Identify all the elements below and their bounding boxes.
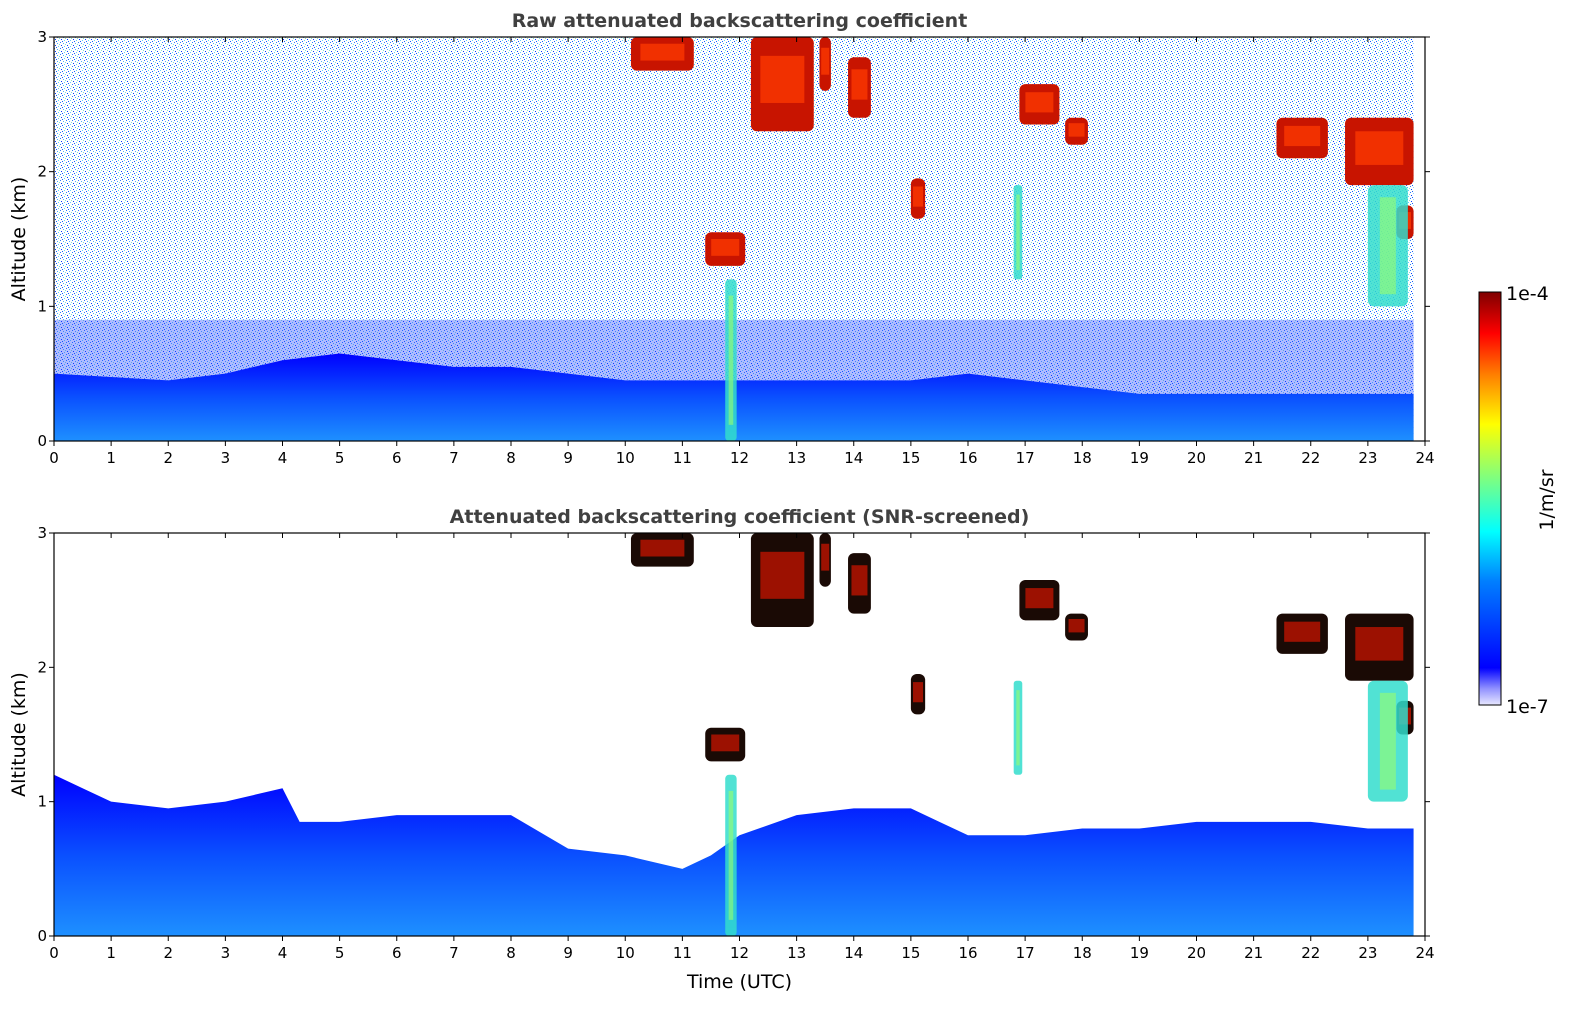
cloud-feature [705, 232, 746, 266]
x-tick-label: 23 [1358, 944, 1377, 962]
cloud-feature [630, 37, 694, 71]
cloud-feature [1276, 117, 1328, 159]
x-tick-label: 9 [563, 449, 573, 467]
cloud-feature [1345, 117, 1414, 186]
x-tick-label: 20 [1187, 944, 1206, 962]
cloud-feature [1065, 117, 1088, 145]
x-tick-label: 5 [335, 944, 345, 962]
cloud-feature [725, 774, 737, 936]
cloud-feature [1013, 185, 1023, 280]
cloud-feature [1019, 580, 1060, 621]
cloud-feature [1276, 613, 1328, 654]
x-tick-label: 24 [1415, 944, 1434, 962]
x-tick-label: 11 [673, 449, 692, 467]
chart-title: Attenuated backscattering coefficient (S… [450, 506, 1030, 528]
x-tick-label: 18 [1073, 944, 1092, 962]
x-tick-label: 3 [221, 944, 231, 962]
colorbar-min-label: 1e-7 [1506, 696, 1549, 718]
y-tick-label: 2 [37, 163, 47, 181]
x-tick-label: 6 [392, 449, 402, 467]
colorbar-max-label: 1e-4 [1506, 283, 1549, 305]
x-tick-label: 8 [506, 944, 516, 962]
cloud-feature [725, 279, 737, 441]
cloud-feature [848, 57, 871, 118]
cloud-feature [1345, 613, 1414, 681]
y-tick-label: 3 [37, 524, 47, 542]
x-tick-label: 1 [106, 449, 116, 467]
y-axis-label: Altitude (km) [8, 177, 30, 302]
x-tick-label: 16 [958, 944, 977, 962]
x-tick-label: 0 [49, 944, 59, 962]
x-tick-label: 23 [1358, 449, 1377, 467]
x-tick-label: 21 [1244, 944, 1263, 962]
cloud-feature [910, 178, 926, 219]
x-tick-label: 2 [163, 944, 173, 962]
cloud-feature [819, 37, 831, 91]
cloud-feature [848, 553, 871, 614]
cloud-feature [750, 533, 814, 628]
x-tick-label: 19 [1130, 944, 1149, 962]
cloud-feature [1065, 613, 1088, 641]
x-tick-label: 5 [335, 449, 345, 467]
x-tick-label: 13 [787, 449, 806, 467]
y-tick-label: 2 [37, 658, 47, 676]
x-tick-label: 12 [730, 449, 749, 467]
x-tick-label: 7 [449, 944, 459, 962]
cloud-feature [1013, 680, 1023, 775]
colorbar-gradient [1478, 291, 1502, 706]
colorbar: 1e-4 1e-7 1/m/sr [1478, 283, 1558, 718]
x-axis-label: Time (UTC) [686, 971, 792, 993]
x-tick-label: 17 [1016, 449, 1035, 467]
heatmap-area [54, 37, 1425, 441]
x-tick-label: 4 [278, 449, 288, 467]
y-axis-label: Altitude (km) [8, 672, 30, 797]
x-tick-label: 11 [673, 944, 692, 962]
x-tick-label: 16 [958, 449, 977, 467]
x-tick-label: 13 [787, 944, 806, 962]
x-tick-label: 7 [449, 449, 459, 467]
x-tick-label: 24 [1415, 449, 1434, 467]
x-tick-label: 2 [163, 449, 173, 467]
x-tick-label: 12 [730, 944, 749, 962]
chart-title: Raw attenuated backscattering coefficien… [512, 10, 968, 32]
panel-2: Attenuated backscattering coefficient (S… [8, 506, 1435, 993]
x-tick-label: 10 [616, 944, 635, 962]
x-tick-label: 15 [901, 449, 920, 467]
cloud-feature [1367, 680, 1408, 802]
x-tick-label: 18 [1073, 449, 1092, 467]
panel-1: Raw attenuated backscattering coefficien… [8, 10, 1435, 467]
cloud-feature [705, 727, 746, 762]
cloud-feature [1367, 185, 1408, 307]
y-tick-label: 0 [37, 927, 47, 945]
x-tick-label: 20 [1187, 449, 1206, 467]
cloud-feature [630, 533, 694, 567]
x-tick-label: 14 [844, 449, 863, 467]
cloud-feature [819, 533, 831, 587]
cloud-feature [1019, 84, 1060, 125]
x-tick-label: 6 [392, 944, 402, 962]
x-tick-label: 21 [1244, 449, 1263, 467]
x-tick-label: 1 [106, 944, 116, 962]
x-tick-label: 8 [506, 449, 516, 467]
cloud-feature [750, 37, 814, 132]
x-tick-label: 4 [278, 944, 288, 962]
x-tick-label: 17 [1016, 944, 1035, 962]
y-tick-label: 1 [37, 793, 47, 811]
y-tick-label: 1 [37, 297, 47, 315]
colorbar-unit-label: 1/m/sr [1536, 469, 1558, 530]
x-tick-label: 22 [1301, 449, 1320, 467]
x-tick-label: 14 [844, 944, 863, 962]
y-tick-label: 3 [37, 28, 47, 46]
cloud-feature [910, 674, 926, 715]
x-tick-label: 0 [49, 449, 59, 467]
x-tick-label: 9 [563, 944, 573, 962]
heatmap-area [54, 533, 1425, 936]
x-tick-label: 15 [901, 944, 920, 962]
x-tick-label: 22 [1301, 944, 1320, 962]
x-tick-label: 19 [1130, 449, 1149, 467]
y-tick-label: 0 [37, 432, 47, 450]
x-tick-label: 10 [616, 449, 635, 467]
x-tick-label: 3 [221, 449, 231, 467]
